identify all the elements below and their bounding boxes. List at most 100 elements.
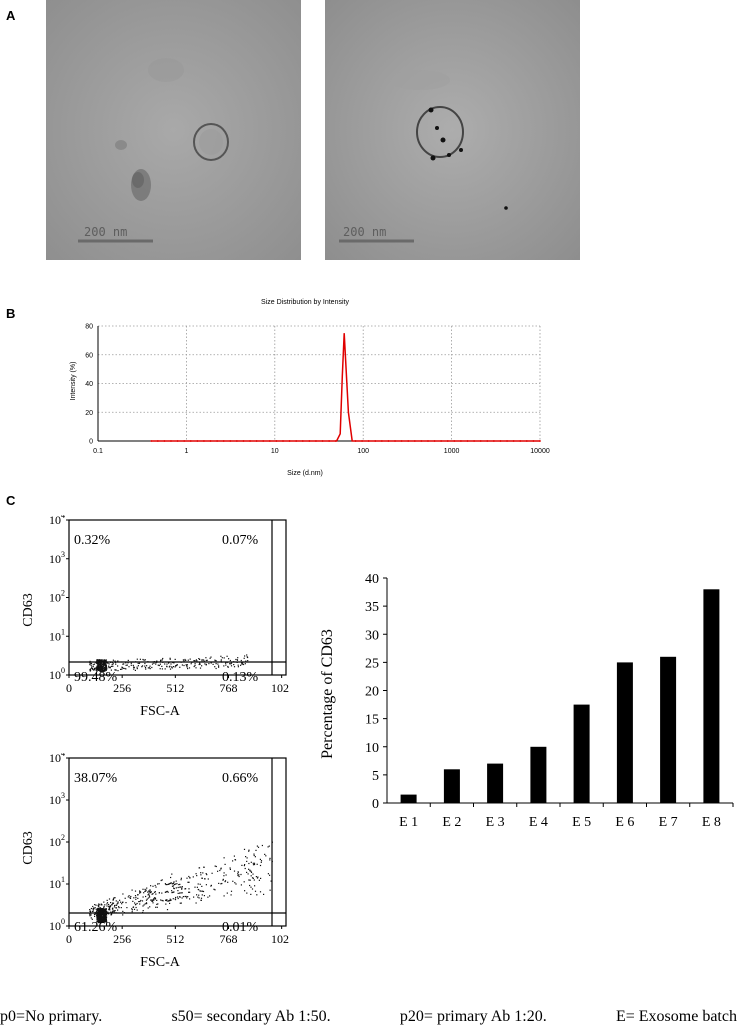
event-dot <box>112 899 114 901</box>
event-dot <box>147 907 149 909</box>
event-dot <box>234 882 236 884</box>
event-dot <box>256 877 259 879</box>
event-dot <box>210 885 212 887</box>
event-dot <box>155 663 157 665</box>
x-tick-label: 512 <box>166 932 184 946</box>
event-dot <box>114 669 116 671</box>
event-dot <box>105 908 107 910</box>
event-dot <box>209 657 211 659</box>
event-dot <box>191 661 193 663</box>
dls-data-point <box>466 440 469 442</box>
event-dot <box>200 890 202 892</box>
dls-data-point <box>301 440 304 442</box>
event-dot <box>103 912 105 914</box>
event-dot <box>142 896 144 898</box>
event-dot <box>165 891 167 893</box>
event-dot <box>233 870 236 872</box>
event-dot <box>105 919 107 921</box>
dls-data-point <box>394 440 396 442</box>
event-dot <box>253 863 256 866</box>
flow-bottom-x-ticks: 0 256 512 768 102 <box>66 926 289 946</box>
event-dot <box>196 660 198 662</box>
event-dot <box>166 663 168 665</box>
event-dot <box>98 920 100 922</box>
event-dot <box>256 894 258 896</box>
event-dot <box>110 913 113 915</box>
dls-x-tick-label: 1 <box>184 448 188 455</box>
event-dot <box>114 904 116 907</box>
event-dot <box>218 666 220 668</box>
event-dot <box>230 663 232 665</box>
event-dot <box>145 889 147 891</box>
event-dot <box>108 898 111 900</box>
event-dot <box>232 860 234 862</box>
event-dot <box>146 903 148 905</box>
event-dot <box>91 918 93 920</box>
x-tick-label: 102 <box>271 681 289 695</box>
event-dot <box>103 918 105 920</box>
event-dot <box>103 669 105 671</box>
tem-image-left: 200 nm <box>46 0 301 260</box>
event-dot <box>236 661 238 663</box>
event-dot <box>180 879 182 881</box>
event-dot <box>106 899 108 901</box>
event-dot <box>142 888 144 890</box>
event-dot <box>240 664 242 666</box>
event-dot <box>151 666 153 669</box>
event-dot <box>186 877 188 879</box>
event-dot <box>172 898 174 900</box>
event-dot <box>205 663 207 665</box>
dls-data-point <box>334 440 337 442</box>
figure-caption: p0=No primary. s50= secondary Ab 1:50. p… <box>0 1008 737 1030</box>
dls-data-point <box>295 440 298 442</box>
event-dot <box>96 913 98 915</box>
y-tick-label: 104 <box>49 515 65 527</box>
event-dot <box>250 871 253 873</box>
event-dot <box>252 873 254 875</box>
event-dot <box>153 899 155 901</box>
event-dot <box>104 668 106 670</box>
event-dot <box>89 662 91 665</box>
event-dot <box>92 908 94 910</box>
event-dot <box>91 667 93 669</box>
event-dot <box>203 866 205 868</box>
event-dot <box>251 877 254 879</box>
y-tick-label: 100 <box>49 917 65 933</box>
event-dot <box>144 659 146 661</box>
event-dot <box>255 876 257 878</box>
event-dot <box>141 666 143 668</box>
event-dot <box>153 661 155 663</box>
event-dot <box>100 669 102 671</box>
event-dot <box>259 858 261 860</box>
event-dot <box>219 869 221 872</box>
event-dot <box>99 660 101 662</box>
event-dot <box>203 659 205 661</box>
event-dot <box>102 915 104 917</box>
scale-bar-label: 200 nm <box>84 225 127 239</box>
event-dot <box>193 896 195 898</box>
event-dot <box>106 905 108 907</box>
event-dot <box>102 669 104 671</box>
event-dot <box>109 907 111 909</box>
quadrant-ul-value: 38.07% <box>74 771 118 786</box>
event-dot <box>215 660 217 662</box>
event-dot <box>106 920 108 922</box>
event-dot <box>152 893 154 895</box>
event-dot <box>173 882 175 884</box>
event-dot <box>132 900 134 902</box>
event-dot <box>118 907 120 909</box>
event-dot <box>259 864 262 867</box>
event-dot <box>99 664 102 666</box>
event-dot <box>99 668 101 670</box>
event-dot <box>101 908 103 910</box>
event-dot <box>117 909 119 911</box>
event-dot <box>234 859 237 861</box>
event-dot <box>175 896 177 899</box>
dls-data-point <box>512 440 515 442</box>
event-dot <box>100 920 102 923</box>
event-dot <box>181 886 183 888</box>
event-dot <box>170 876 172 879</box>
event-dot <box>105 914 107 916</box>
event-dot <box>186 666 188 668</box>
event-dot <box>121 661 123 663</box>
